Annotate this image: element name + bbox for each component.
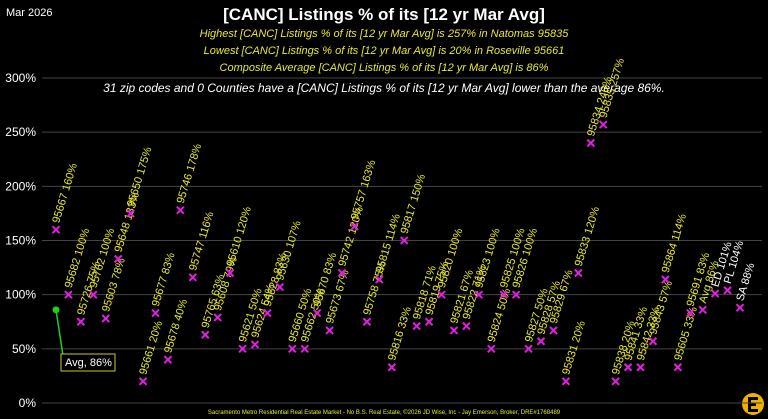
point-marker <box>250 340 260 349</box>
point-marker <box>400 236 409 245</box>
y-tick-label: 100% <box>5 288 36 302</box>
point-marker <box>163 355 173 364</box>
point-marker <box>499 290 508 299</box>
point-marker <box>176 205 185 215</box>
point-marker <box>225 268 235 278</box>
point-marker <box>524 344 533 354</box>
point-marker <box>89 290 98 299</box>
point-marker <box>511 290 521 299</box>
point-marker <box>350 222 359 231</box>
point-marker <box>623 363 633 372</box>
subtitle: Composite Average [CANC] Listings % of i… <box>220 62 549 74</box>
point-marker <box>101 314 110 323</box>
point-marker <box>648 337 658 346</box>
category-label: PL <box>722 269 737 285</box>
point-marker <box>462 321 471 331</box>
point-marker <box>375 275 384 284</box>
point-marker <box>263 308 272 318</box>
point-marker <box>574 268 583 278</box>
footer: Sacramento Metro Residential Real Estate… <box>208 409 561 416</box>
point-marker <box>437 290 446 299</box>
point-marker <box>636 363 645 372</box>
point-marker <box>325 326 334 335</box>
point-marker <box>126 209 135 218</box>
point-marker <box>449 326 459 335</box>
point-marker <box>312 308 322 318</box>
avg-label-box <box>60 353 116 372</box>
point-marker <box>412 321 421 331</box>
category-label: Avg <box>697 283 714 304</box>
point-marker <box>598 120 608 129</box>
point-marker <box>387 363 396 372</box>
point-marker <box>586 138 595 148</box>
y-tick-label: 150% <box>5 234 36 248</box>
point-marker <box>51 225 61 234</box>
subtitle: Lowest [CANC] Listings % of its [12 yr M… <box>204 45 565 57</box>
logo <box>742 393 764 415</box>
category-label: ED <box>710 270 726 288</box>
point-marker <box>213 313 222 322</box>
point-marker <box>698 305 707 315</box>
point-marker <box>735 303 745 312</box>
avg-label: Avg, 86% <box>65 357 112 369</box>
point-marker <box>64 290 73 299</box>
point-marker <box>76 317 86 326</box>
point-marker <box>661 275 670 284</box>
avg-pointer <box>55 309 65 363</box>
point-marker <box>723 286 732 295</box>
point-marker <box>300 344 309 354</box>
avg-marker <box>52 306 60 314</box>
note: 31 zip codes and 0 Counties have a [CANC… <box>103 81 665 95</box>
y-tick-label: 50% <box>12 342 36 356</box>
point-marker <box>673 363 683 372</box>
point-marker <box>201 330 210 339</box>
point-marker <box>113 254 123 264</box>
point-marker <box>275 282 285 292</box>
chart-title: [CANC] Listings % of its [12 yr Mar Avg] <box>223 5 545 24</box>
point-marker <box>151 308 160 318</box>
y-tick-label: 200% <box>5 179 36 193</box>
point-marker <box>337 268 347 278</box>
y-tick-label: 250% <box>5 125 36 139</box>
point-marker <box>561 377 571 386</box>
point-marker <box>611 377 620 386</box>
point-marker <box>487 344 496 354</box>
point-marker <box>138 377 148 386</box>
point-marker <box>549 326 558 335</box>
point-marker <box>188 273 198 282</box>
point-marker <box>710 289 720 298</box>
subtitle: Highest [CANC] Listings % of its [12 yr … <box>200 28 570 40</box>
point-marker <box>536 337 546 346</box>
y-tick-label: 0% <box>19 396 37 410</box>
point-marker <box>686 308 695 318</box>
point-marker <box>424 317 434 326</box>
point-marker <box>474 290 484 299</box>
point-marker <box>362 317 372 326</box>
point-marker <box>288 344 297 354</box>
y-tick-label: 300% <box>5 71 36 85</box>
date: Mar 2026 <box>6 7 52 19</box>
point-marker <box>238 344 247 354</box>
